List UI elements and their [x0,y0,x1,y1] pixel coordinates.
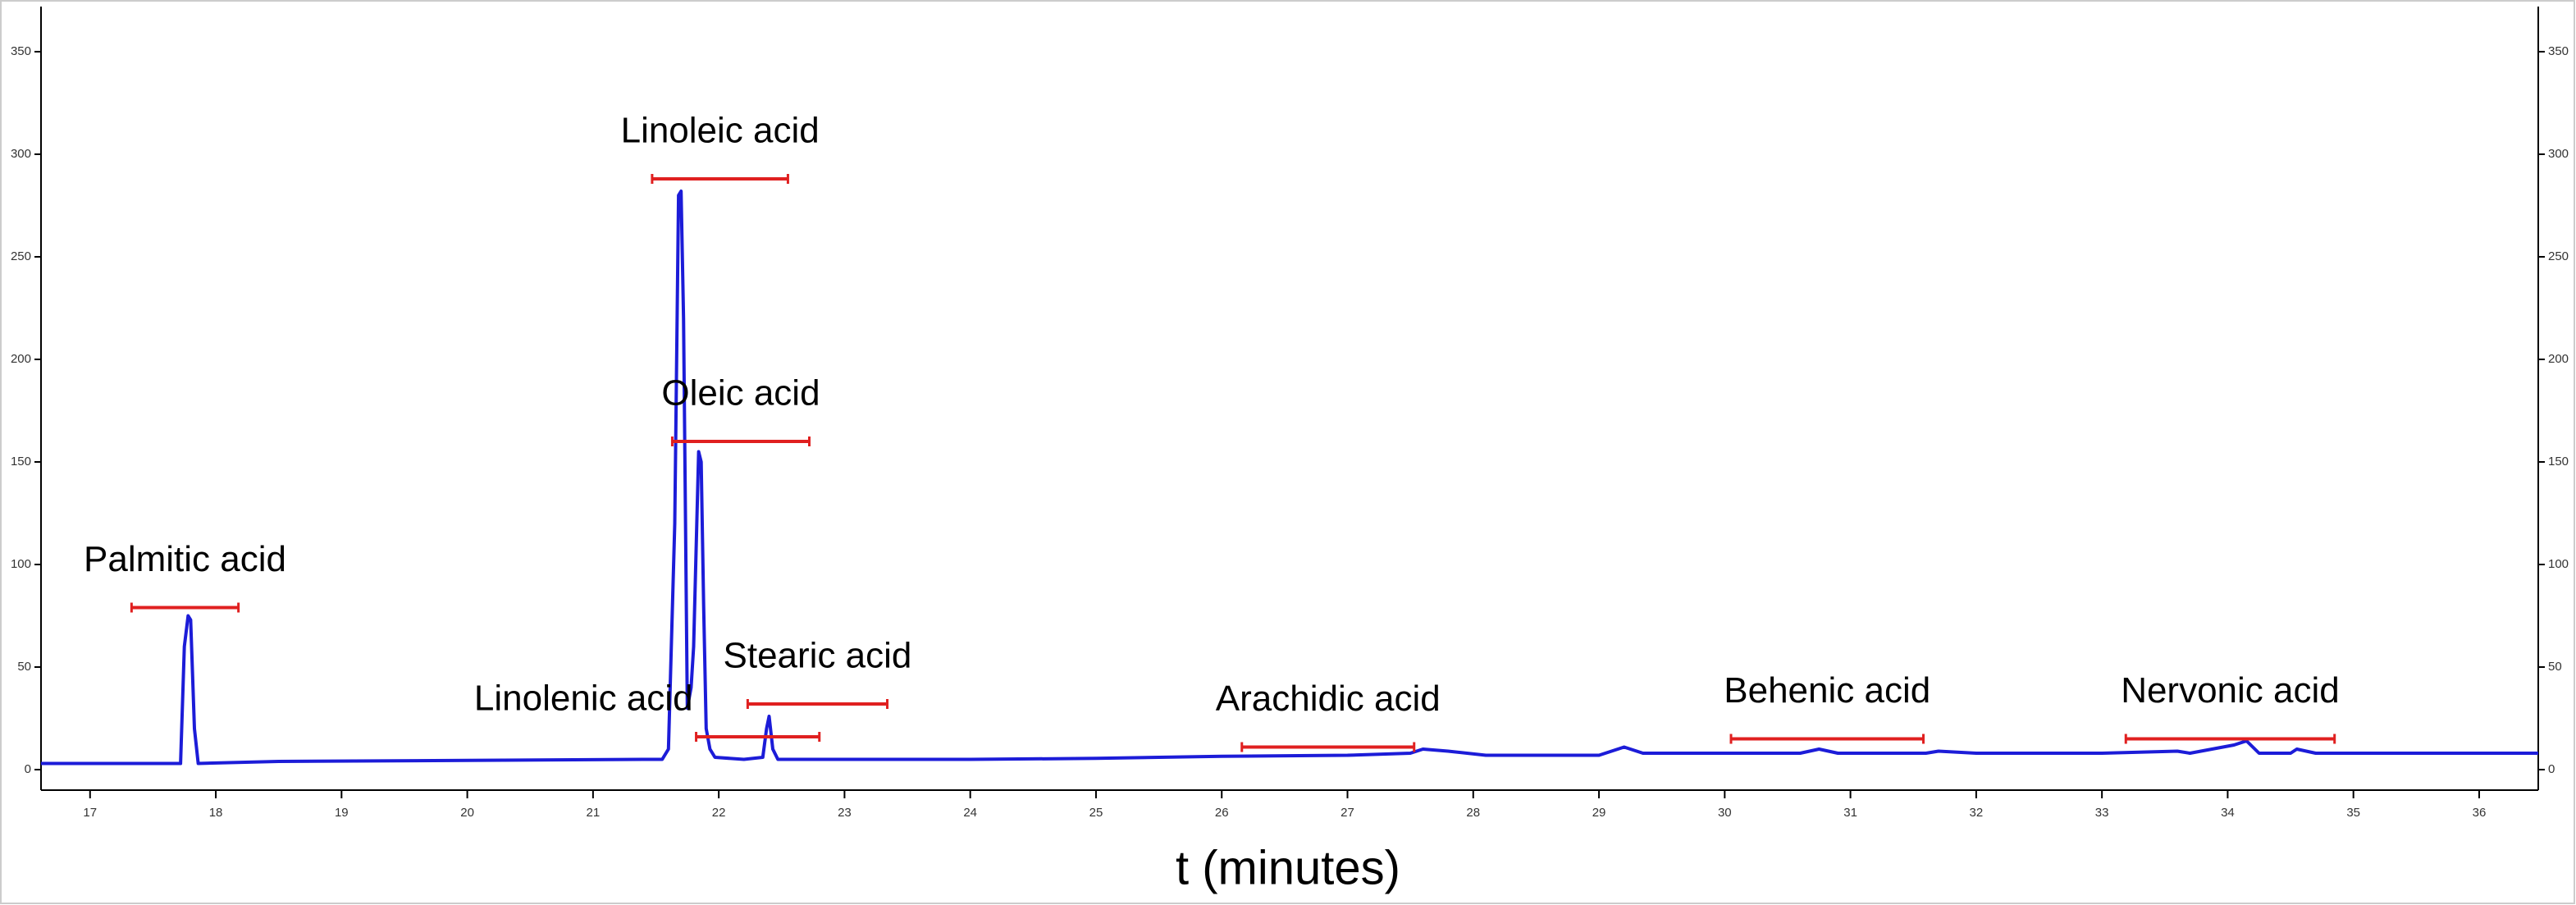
peak-label: Behenic acid [1724,670,1930,711]
y2-tick-label: 350 [2548,44,2569,58]
y-tick-label: 100 [11,557,31,571]
peak-label: Linoleic acid [621,111,820,151]
x-tick-label: 32 [1970,806,1984,820]
x-tick-label: 26 [1215,806,1229,820]
x-tick-label: 19 [335,806,349,820]
x-tick-label: 27 [1341,806,1354,820]
chromatogram-line [41,190,2538,766]
y-tick-label: 0 [25,762,31,776]
x-tick-label: 23 [838,806,852,820]
x-tick-label: 20 [460,806,474,820]
y2-tick-label: 0 [2548,762,2555,776]
y-tick-label: 50 [17,660,31,674]
y2-tick-label: 300 [2548,147,2569,161]
y-tick-label: 250 [11,249,31,263]
y2-tick-label: 150 [2548,455,2569,468]
y-tick-label: 300 [11,147,31,161]
peak-label: Stearic acid [724,636,912,676]
y2-tick-label: 250 [2548,249,2569,263]
y-tick-label: 200 [11,352,31,366]
x-tick-label: 21 [587,806,601,820]
x-tick-label: 18 [209,806,223,820]
peak-label: Palmitic acid [84,539,286,579]
x-axis-label: t (minutes) [1176,841,1400,894]
x-tick-label: 25 [1089,806,1103,820]
x-tick-label: 33 [2095,806,2109,820]
x-tick-label: 35 [2346,806,2360,820]
x-tick-label: 17 [83,806,97,820]
peak-label: Linolenic acid [474,679,693,719]
peak-label: Arachidic acid [1216,679,1441,719]
x-tick-label: 24 [963,806,977,820]
x-tick-label: 28 [1466,806,1480,820]
x-tick-label: 36 [2473,806,2487,820]
x-tick-label: 29 [1592,806,1606,820]
peak-label: Oleic acid [661,373,820,414]
x-tick-label: 30 [1718,806,1732,820]
x-tick-label: 31 [1843,806,1857,820]
y2-tick-label: 100 [2548,557,2569,571]
y2-tick-label: 200 [2548,352,2569,366]
y-tick-label: 350 [11,44,31,58]
peak-label: Nervonic acid [2121,670,2340,711]
y2-tick-label: 50 [2548,660,2562,674]
x-tick-label: 34 [2221,806,2235,820]
x-tick-label: 22 [712,806,726,820]
y-tick-label: 150 [11,455,31,468]
